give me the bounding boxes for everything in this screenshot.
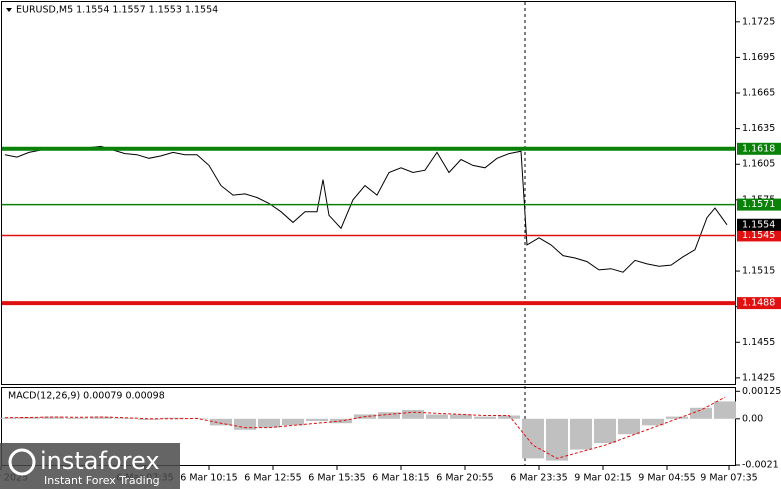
title-arrow (6, 8, 12, 12)
level-label-bg (737, 229, 781, 242)
watermark: instaforex Instant Forex Trading (0, 443, 180, 489)
macd-bar (402, 410, 424, 419)
macd-bar (594, 418, 616, 443)
level-label: 1.1571 (742, 199, 775, 210)
macd-bar (642, 418, 664, 426)
level-label-bg (737, 142, 781, 155)
macd-bar (378, 412, 400, 419)
macd-bar (666, 416, 688, 419)
x-tick-label: 6 Mar 15:35 (308, 473, 365, 484)
y-tick-label: 1.1695 (742, 52, 775, 63)
x-tick-label: 9 Mar 02:15 (574, 473, 631, 484)
signal-line (4, 396, 726, 459)
macd-bar (306, 418, 328, 421)
x-tick-label: 9 Mar 07:35 (700, 473, 757, 484)
macd-bar (618, 418, 640, 435)
macd-bar (66, 417, 88, 419)
y-tick-label: 1.1425 (742, 372, 775, 383)
y-tick-label: 1.1665 (742, 88, 775, 99)
level-label: 1.1545 (742, 230, 775, 241)
macd-bar (690, 407, 712, 419)
macd-bar (138, 418, 160, 420)
last-price-label: 1.1554 (742, 219, 775, 230)
macd-bar (234, 418, 256, 430)
macd-title: MACD(12,26,9) 0.00079 0.00098 (8, 391, 165, 402)
macd-bar (546, 418, 568, 461)
macd-bar (498, 415, 520, 419)
watermark-bg (0, 443, 180, 489)
watermark-logo (8, 448, 36, 476)
watermark-brand: instaforex (40, 447, 160, 475)
macd-bar (570, 418, 592, 450)
macd-bar (450, 414, 472, 419)
level-label: 1.1488 (742, 298, 775, 309)
x-tick-label: 6 Mar 20:55 (436, 473, 493, 484)
macd-bar (714, 401, 736, 419)
y-tick-label: 1.1725 (742, 16, 775, 27)
macd-bar (42, 416, 64, 419)
x-tick-label: 6 Mar 10:15 (180, 473, 237, 484)
y-tick-label: 0.00 (742, 413, 763, 424)
level-label: 1.1618 (742, 143, 775, 154)
macd-bar (522, 418, 544, 459)
macd-bar (18, 417, 40, 419)
level-label-bg (737, 198, 781, 211)
last-price-bg (737, 218, 781, 231)
chart-title: EURUSD,M5 1.1554 1.1557 1.1553 1.1554 (16, 5, 218, 16)
macd-panel-border (1, 387, 736, 466)
x-tick-label: 6 Mar 18:15 (372, 473, 429, 484)
macd-bar (0, 417, 16, 419)
y-tick-label: -0.0021 (742, 460, 779, 471)
price-line (4, 145, 728, 273)
y-tick-label: 1.1605 (742, 159, 775, 170)
y-tick-label: 0.00125 (742, 386, 781, 397)
macd-bar (114, 418, 136, 419)
y-tick-label: 1.1515 (742, 266, 775, 277)
macd-bar (258, 418, 280, 428)
level-label-bg (737, 297, 781, 310)
macd-bar (210, 418, 232, 426)
x-tick-label: 6 Mar 12:55 (244, 473, 301, 484)
macd-bar (90, 416, 112, 419)
macd-bar (474, 416, 496, 419)
y-tick-label: 1.1635 (742, 123, 775, 134)
x-tick-label: 6 Mar 23:35 (510, 473, 567, 484)
macd-bar (162, 417, 184, 419)
y-tick-label: 1.1455 (742, 337, 775, 348)
watermark-tagline: Instant Forex Trading (44, 474, 160, 487)
main-panel-border (1, 1, 736, 385)
macd-bar (426, 414, 448, 419)
x-tick-label: 9 Mar 04:55 (638, 473, 695, 484)
macd-bar (282, 418, 304, 426)
